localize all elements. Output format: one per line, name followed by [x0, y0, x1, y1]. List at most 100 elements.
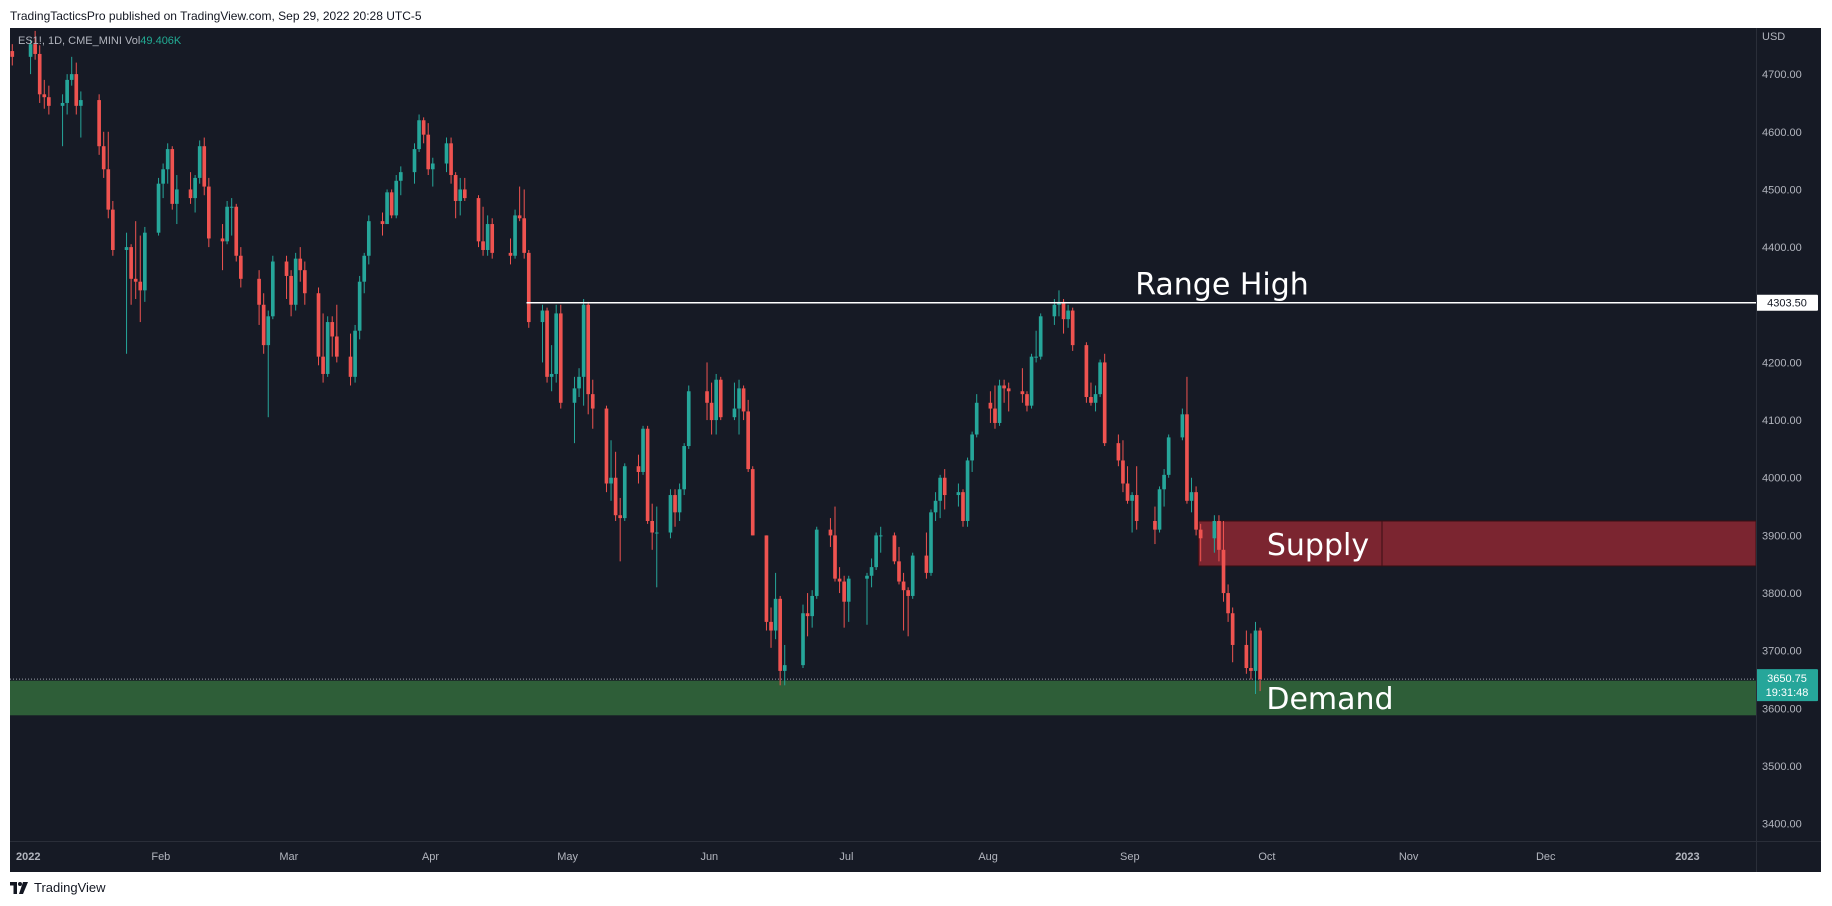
candle-body[interactable]: [161, 169, 165, 184]
candle-body[interactable]: [1221, 549, 1226, 594]
candle-body[interactable]: [1098, 362, 1102, 395]
candle-body[interactable]: [197, 146, 202, 178]
candle-body[interactable]: [668, 495, 673, 533]
candle-body[interactable]: [1121, 460, 1125, 484]
candle-body[interactable]: [1116, 443, 1121, 461]
candle-body[interactable]: [869, 567, 874, 576]
candle-body[interactable]: [805, 613, 810, 617]
candle-body[interactable]: [380, 221, 385, 225]
candle-body[interactable]: [143, 232, 147, 291]
candle-body[interactable]: [156, 183, 161, 233]
candle-body[interactable]: [417, 120, 421, 150]
candle-body[interactable]: [1166, 437, 1171, 475]
candle-body[interactable]: [1084, 345, 1089, 398]
candle-body[interactable]: [37, 53, 42, 95]
candle-body[interactable]: [1194, 492, 1198, 530]
candle-body[interactable]: [878, 535, 883, 537]
candle-body[interactable]: [42, 94, 47, 98]
candle-body[interactable]: [540, 310, 545, 323]
candle-body[interactable]: [828, 529, 833, 536]
candle-body[interactable]: [1061, 301, 1066, 320]
candle-body[interactable]: [741, 388, 746, 412]
candle-body[interactable]: [750, 469, 755, 536]
candle-body[interactable]: [682, 446, 687, 490]
candle-body[interactable]: [865, 575, 869, 579]
candle-body[interactable]: [778, 598, 782, 671]
candle-body[interactable]: [677, 489, 682, 513]
candle-body[interactable]: [193, 177, 197, 199]
candle-body[interactable]: [394, 180, 399, 216]
candle-body[interactable]: [1066, 310, 1070, 320]
candle-body[interactable]: [654, 532, 659, 534]
candle-body[interactable]: [650, 520, 655, 533]
candle-body[interactable]: [225, 206, 229, 242]
candle-body[interactable]: [348, 356, 353, 377]
candle-body[interactable]: [229, 206, 234, 208]
candle-body[interactable]: [385, 192, 389, 225]
footer-brand[interactable]: TradingView: [10, 880, 106, 895]
candle-body[interactable]: [965, 460, 970, 521]
candle-body[interactable]: [622, 466, 627, 519]
candle-body[interactable]: [1134, 495, 1139, 521]
candle-body[interactable]: [1249, 668, 1253, 671]
candle-body[interactable]: [769, 621, 773, 631]
candle-body[interactable]: [412, 149, 417, 173]
candle-body[interactable]: [961, 492, 965, 521]
candle-body[interactable]: [257, 278, 261, 305]
candle-body[interactable]: [430, 163, 435, 170]
candle-body[interactable]: [1189, 492, 1194, 501]
candle-body[interactable]: [892, 535, 897, 562]
candle-body[interactable]: [709, 402, 714, 421]
candle-body[interactable]: [929, 512, 933, 573]
candle-body[interactable]: [1180, 414, 1185, 438]
candle-body[interactable]: [517, 215, 522, 219]
candle-body[interactable]: [810, 595, 814, 617]
candle-body[interactable]: [897, 561, 901, 582]
candle-body[interactable]: [1244, 644, 1249, 669]
candle-body[interactable]: [814, 529, 819, 596]
candle-body[interactable]: [238, 255, 243, 279]
candle-body[interactable]: [1034, 356, 1038, 358]
candle-body[interactable]: [106, 169, 111, 210]
candle-body[interactable]: [1198, 529, 1203, 539]
candle-body[interactable]: [590, 394, 595, 409]
candle-body[interactable]: [846, 578, 851, 602]
candle-body[interactable]: [1157, 489, 1162, 530]
candle-body[interactable]: [60, 102, 65, 106]
candle-body[interactable]: [1230, 613, 1235, 645]
candle-body[interactable]: [293, 258, 298, 305]
candle-body[interactable]: [1038, 316, 1043, 357]
candle-body[interactable]: [1089, 397, 1093, 403]
supply-zone[interactable]: [1197, 520, 1757, 567]
candle-body[interactable]: [974, 402, 979, 435]
candle-body[interactable]: [188, 189, 193, 199]
candle-body[interactable]: [10, 51, 15, 57]
candle-body[interactable]: [933, 500, 938, 513]
candle-body[interactable]: [325, 322, 330, 374]
candle-body[interactable]: [1130, 495, 1134, 501]
candle-body[interactable]: [901, 581, 906, 591]
candle-body[interactable]: [389, 192, 394, 216]
candle-body[interactable]: [910, 555, 915, 596]
candle-body[interactable]: [618, 515, 623, 519]
candle-body[interactable]: [782, 665, 787, 671]
candle-body[interactable]: [924, 555, 929, 573]
candle-body[interactable]: [1020, 391, 1025, 395]
candle-body[interactable]: [421, 120, 426, 135]
candle-body[interactable]: [1006, 388, 1011, 392]
candle-body[interactable]: [298, 258, 303, 271]
candle-body[interactable]: [641, 428, 645, 472]
candle-body[interactable]: [545, 310, 549, 377]
candle-body[interactable]: [481, 241, 485, 250]
candle-body[interactable]: [1212, 520, 1217, 539]
candle-body[interactable]: [449, 143, 453, 176]
candle-body[interactable]: [284, 261, 289, 276]
candle-body[interactable]: [453, 175, 458, 201]
candle-body[interactable]: [65, 79, 69, 103]
candle-body[interactable]: [526, 252, 531, 323]
candle-body[interactable]: [366, 221, 371, 256]
candle-body[interactable]: [33, 44, 37, 54]
candle-body[interactable]: [101, 146, 106, 170]
candle-body[interactable]: [426, 134, 431, 170]
candle-body[interactable]: [673, 495, 677, 513]
